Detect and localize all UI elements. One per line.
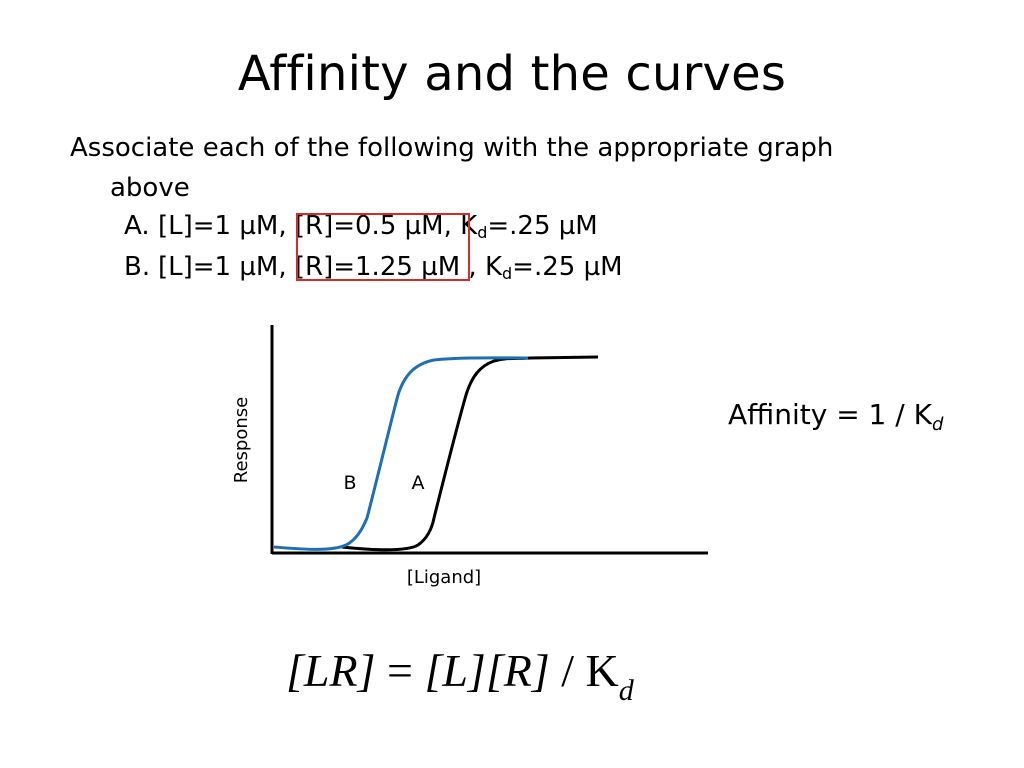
y-axis-label: Response (231, 397, 252, 483)
affinity-formula: Affinity = 1 / Kd (728, 398, 943, 435)
option-a-k-sub: d (477, 223, 488, 242)
option-a-k-value: =.25 µM (487, 211, 598, 241)
curve-a-label: A (412, 472, 425, 494)
slide-title: Affinity and the curves (237, 46, 787, 102)
eq-lhs-text: [LR] (286, 645, 376, 696)
eq-l: [L] (424, 645, 486, 696)
option-a-marker: A. (124, 211, 150, 241)
option-a-receptor: [R]=0.5 µM, (294, 211, 452, 241)
affinity-sub: d (931, 414, 944, 435)
option-b-k-value: =.25 µM (512, 252, 623, 282)
eq-div: / (561, 645, 575, 696)
eq-k-sub: d (618, 674, 634, 707)
receptor-highlight-box (296, 213, 470, 281)
binding-equation: [LR] = [L][R] / Kd (286, 644, 634, 708)
curve-b-label: B (343, 472, 356, 494)
option-a: A. [L]=1 µM, [R]=0.5 µM, Kd=.25 µM (124, 211, 598, 242)
option-b-ligand: [L]=1 µM, (158, 252, 287, 282)
x-axis-label: [Ligand] (407, 567, 481, 588)
eq-lhs: [LR] (286, 645, 375, 696)
option-b-receptor: [R]=1.25 µM (294, 252, 461, 282)
prompt-text: Associate each of the following with the… (70, 128, 833, 208)
eq-equals: = (386, 645, 413, 696)
curve-b (273, 356, 529, 551)
option-b-k: , K (468, 252, 503, 282)
option-b-k-sub: d (502, 264, 513, 283)
eq-r: [R] (485, 645, 550, 696)
option-a-ligand: [L]=1 µM, (158, 211, 287, 241)
prompt-line-2: above (110, 173, 190, 203)
option-b: B. [L]=1 µM, [R]=1.25 µM , Kd=.25 µM (124, 252, 623, 283)
option-b-marker: B. (124, 252, 151, 282)
prompt-line-1: Associate each of the following with the… (70, 133, 834, 163)
affinity-text: Affinity = 1 / K (728, 398, 932, 431)
curve-a (341, 355, 599, 552)
eq-k: K (585, 645, 619, 696)
